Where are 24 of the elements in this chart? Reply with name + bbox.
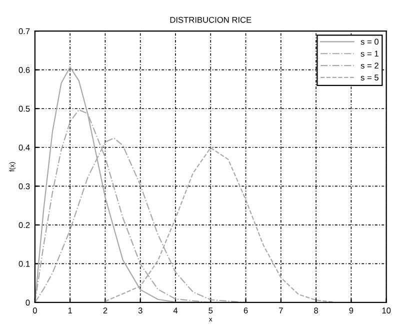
y-tick-label: 0.3 <box>18 183 30 190</box>
x-tick-label: 10 <box>382 308 391 314</box>
x-tick-label: 2 <box>103 308 108 314</box>
legend-label: s = 1 <box>360 50 378 57</box>
x-tick-label: 6 <box>244 308 248 314</box>
x-tick-label: 1 <box>68 308 72 314</box>
y-tick-label: 0 <box>26 300 30 306</box>
y-tick-label: 0.6 <box>18 67 30 73</box>
y-tick-label: 0.1 <box>18 260 30 267</box>
x-tick-label: 7 <box>279 308 283 314</box>
y-tick-label: 0.7 <box>18 28 30 34</box>
legend-label: s = 2 <box>360 62 378 69</box>
legend-label: s = 0 <box>360 38 379 45</box>
x-tick-label: 4 <box>173 308 178 314</box>
y-tick-label: 0.2 <box>18 222 30 228</box>
legend-label: s = 5 <box>360 74 378 80</box>
y-tick-label: 0.5 <box>18 106 30 112</box>
x-tick-label: 3 <box>138 308 142 314</box>
x-tick-label: 9 <box>349 308 354 314</box>
x-tick-label: 0 <box>32 308 37 314</box>
x-tick-label: 5 <box>208 308 213 314</box>
x-tick-label: 8 <box>314 308 318 314</box>
chart-title: DISTRIBUCION RICE <box>170 16 252 23</box>
y-tick-label: 0.4 <box>18 144 30 150</box>
